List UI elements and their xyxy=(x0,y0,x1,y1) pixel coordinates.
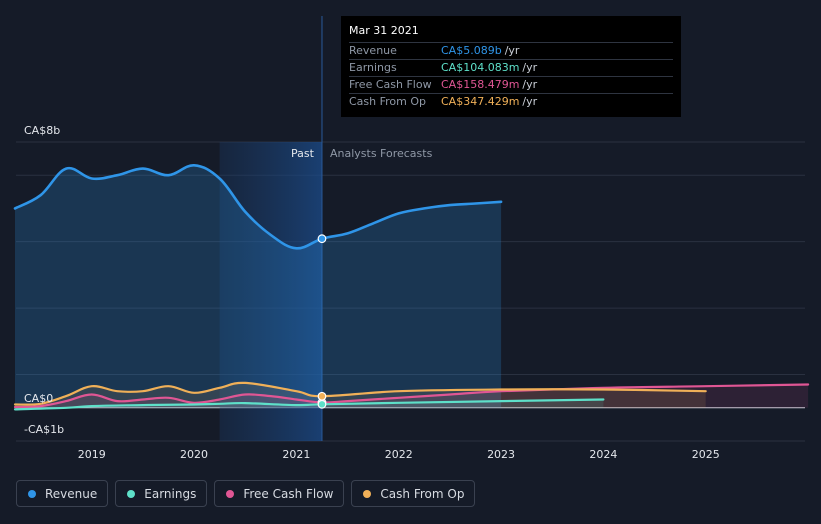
revenue-area xyxy=(15,165,502,408)
tooltip-unit: /yr xyxy=(504,44,520,57)
revenue-marker xyxy=(317,234,327,244)
legend-dot-icon xyxy=(226,489,235,498)
x-tick-label: 2023 xyxy=(487,448,515,461)
earnings-marker xyxy=(317,399,327,409)
cfo-line xyxy=(13,381,707,406)
x-tick-label: 2019 xyxy=(78,448,106,461)
legend-label: Revenue xyxy=(45,486,98,501)
tooltip: Mar 31 2021 Revenue CA$5.089b /yr Earnin… xyxy=(341,16,681,117)
y-tick-label: CA$8b xyxy=(24,124,60,137)
x-tick-label: 2025 xyxy=(692,448,720,461)
tooltip-unit: /yr xyxy=(522,78,538,91)
legend-dot-icon xyxy=(127,489,136,498)
tooltip-label: Earnings xyxy=(349,61,397,74)
tooltip-value: CA$5.089b xyxy=(441,44,502,57)
legend-item-revenue[interactable]: Revenue xyxy=(16,480,109,507)
earnings-line xyxy=(13,398,605,411)
tooltip-row-fcf: Free Cash Flow CA$158.479m /yr xyxy=(349,76,673,93)
legend: Revenue Earnings Free Cash Flow Cash Fro… xyxy=(16,480,476,509)
tooltip-date: Mar 31 2021 xyxy=(349,24,419,37)
tooltip-row-earnings: Earnings CA$104.083m /yr xyxy=(349,59,673,76)
legend-item-cash-from-op[interactable]: Cash From Op xyxy=(351,480,476,507)
tooltip-label: Revenue xyxy=(349,44,397,57)
tooltip-unit: /yr xyxy=(522,95,538,108)
y-tick-label: -CA$1b xyxy=(24,423,64,436)
legend-label: Earnings xyxy=(144,486,197,501)
legend-dot-icon xyxy=(363,489,372,498)
y-tick-label: CA$0 xyxy=(24,392,53,405)
tooltip-value: CA$104.083m xyxy=(441,61,520,74)
x-tick-label: 2020 xyxy=(180,448,208,461)
legend-label: Free Cash Flow xyxy=(243,486,334,501)
legend-dot-icon xyxy=(28,489,36,498)
tooltip-row-revenue: Revenue CA$5.089b /yr xyxy=(349,42,673,59)
tooltip-unit: /yr xyxy=(522,61,538,74)
tooltip-value: CA$347.429m xyxy=(441,95,520,108)
legend-label: Cash From Op xyxy=(380,486,465,501)
past-highlight-band xyxy=(219,142,322,441)
tooltip-label: Cash From Op xyxy=(349,95,427,108)
past-label: Past xyxy=(291,147,315,160)
tooltip-label: Free Cash Flow xyxy=(349,78,432,91)
x-tick-label: 2021 xyxy=(282,448,310,461)
revenue-line xyxy=(13,164,503,250)
x-tick-label: 2022 xyxy=(385,448,413,461)
x-tick-label: 2024 xyxy=(589,448,617,461)
legend-item-free-cash-flow[interactable]: Free Cash Flow xyxy=(214,480,345,507)
legend-item-earnings[interactable]: Earnings xyxy=(115,480,208,507)
cfo-marker xyxy=(317,391,327,401)
tooltip-row-cfo: Cash From Op CA$347.429m /yr xyxy=(349,93,673,110)
tooltip-value: CA$158.479m xyxy=(441,78,520,91)
forecast-label: Analysts Forecasts xyxy=(330,147,433,160)
